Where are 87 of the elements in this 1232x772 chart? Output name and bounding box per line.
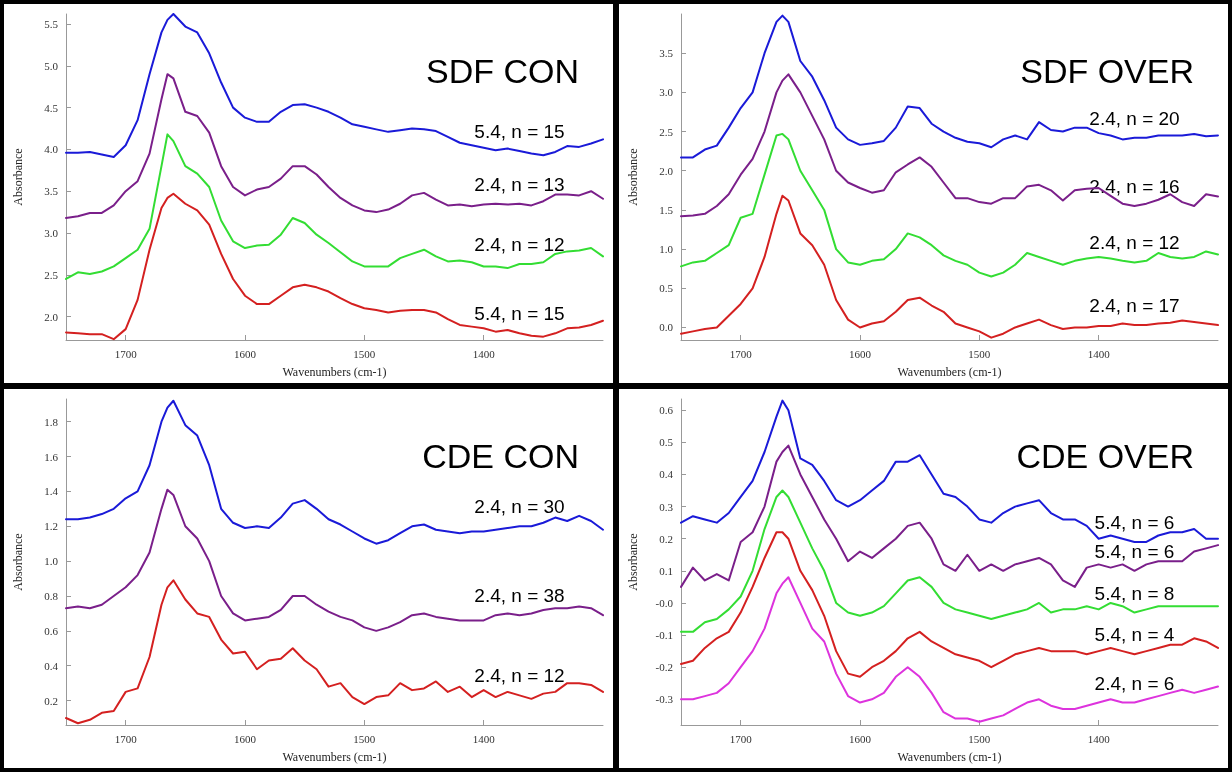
y-tick-label: -0.3 [655,693,674,706]
y-axis-title: Absorbance [11,533,25,591]
x-tick-label: 1500 [968,347,991,360]
y-tick-label: -0.1 [655,629,673,642]
line-series [65,488,604,632]
y-tick-label: -0.2 [655,661,673,674]
series-label: 5.4, n = 6 [1094,540,1175,562]
line-series [680,132,1219,278]
series-label: 2.4, n = 6 [1094,672,1175,694]
x-tick-label: 1400 [1087,347,1111,360]
series-label: 5.4, n = 15 [474,303,565,325]
x-tick-label: 1700 [729,732,753,745]
x-tick-label: 1600 [849,347,872,360]
y-tick-label: 2.0 [659,164,674,177]
series-label: 2.4, n = 17 [1089,295,1180,317]
x-tick-label: 1700 [114,732,138,745]
series-label: 5.4, n = 8 [1094,582,1175,604]
series-label: 5.4, n = 6 [1094,511,1175,533]
x-axis-title: Wavenumbers (cm-1) [897,750,1002,764]
series-label: 2.4, n = 12 [474,665,565,687]
line-series [680,14,1219,159]
series-label: 2.4, n = 20 [1089,107,1180,129]
x-tick-label: 1400 [472,732,496,745]
series-label: 2.4, n = 12 [474,233,565,255]
y-tick-label: 0.6 [44,624,59,637]
y-tick-label: 5.5 [44,18,59,31]
y-tick-label: 3.0 [44,227,59,240]
text: SDF OVER [1020,52,1195,90]
y-axis-title: Absorbance [11,148,25,206]
y-tick-label: 1.0 [659,243,674,256]
y-tick-label: 1.2 [44,520,58,533]
text: SDF CON [426,52,579,90]
y-tick-label: 1.6 [44,450,59,463]
series-label: 2.4, n = 38 [474,585,565,607]
y-tick-label: 0.5 [659,282,674,295]
y-tick-label: 1.4 [44,485,59,498]
y-tick-label: 2.0 [44,310,59,323]
y-tick-label: 1.0 [44,555,59,568]
y-tick-label: 0.2 [44,694,58,707]
line-series [65,13,604,158]
y-tick-label: 4.5 [44,101,59,114]
x-tick-label: 1400 [1087,732,1111,745]
series-label: 2.4, n = 13 [474,173,565,195]
y-tick-label: 1.5 [659,203,674,216]
x-tick-label: 1500 [353,347,376,360]
y-tick-label: 0.6 [659,404,674,417]
y-tick-label: 2.5 [659,125,674,138]
series-label: 5.4, n = 4 [1094,624,1175,646]
y-tick-label: 0.4 [659,468,674,481]
y-tick-label: 3.0 [659,86,674,99]
text: CDE OVER [1016,437,1195,475]
series-label: 2.4, n = 16 [1089,176,1180,197]
y-tick-label: 5.0 [44,59,59,72]
y-tick-label: 2.5 [44,268,59,281]
y-tick-label: -0.0 [655,596,674,609]
y-tick-label: 1.8 [44,415,59,428]
y-axis-title: Absorbance [626,533,640,591]
y-tick-label: 0.8 [44,589,59,602]
y-axis-title: Absorbance [626,148,640,206]
y-tick-label: 0.5 [659,436,674,449]
x-tick-label: 1600 [234,347,257,360]
line-series [680,531,1219,678]
y-tick-label: 3.5 [659,47,674,60]
y-tick-label: 4.0 [44,143,59,156]
y-tick-label: 0.0 [659,321,674,334]
y-tick-label: 0.3 [659,500,674,513]
x-tick-label: 1500 [968,732,991,745]
x-axis-title: Wavenumbers (cm-1) [282,750,387,764]
line-series [680,444,1219,588]
line-series [65,399,604,545]
y-tick-label: 3.5 [44,185,59,198]
x-tick-label: 1600 [849,732,872,745]
series-label: 2.4, n = 30 [474,496,565,518]
x-axis-title: Wavenumbers (cm-1) [282,365,387,379]
text: CDE CON [422,437,580,475]
line-series [680,399,1219,543]
x-tick-label: 1700 [729,347,753,360]
y-tick-label: 0.1 [659,564,673,577]
x-tick-label: 1600 [234,732,257,745]
x-tick-label: 1400 [472,347,496,360]
y-tick-label: 0.2 [659,532,673,545]
x-tick-label: 1700 [114,347,138,360]
series-label: 5.4, n = 15 [474,121,565,143]
x-axis-title: Wavenumbers (cm-1) [897,365,1002,379]
x-tick-label: 1500 [353,732,376,745]
y-tick-label: 0.4 [44,659,59,672]
series-label: 2.4, n = 12 [1089,232,1180,254]
